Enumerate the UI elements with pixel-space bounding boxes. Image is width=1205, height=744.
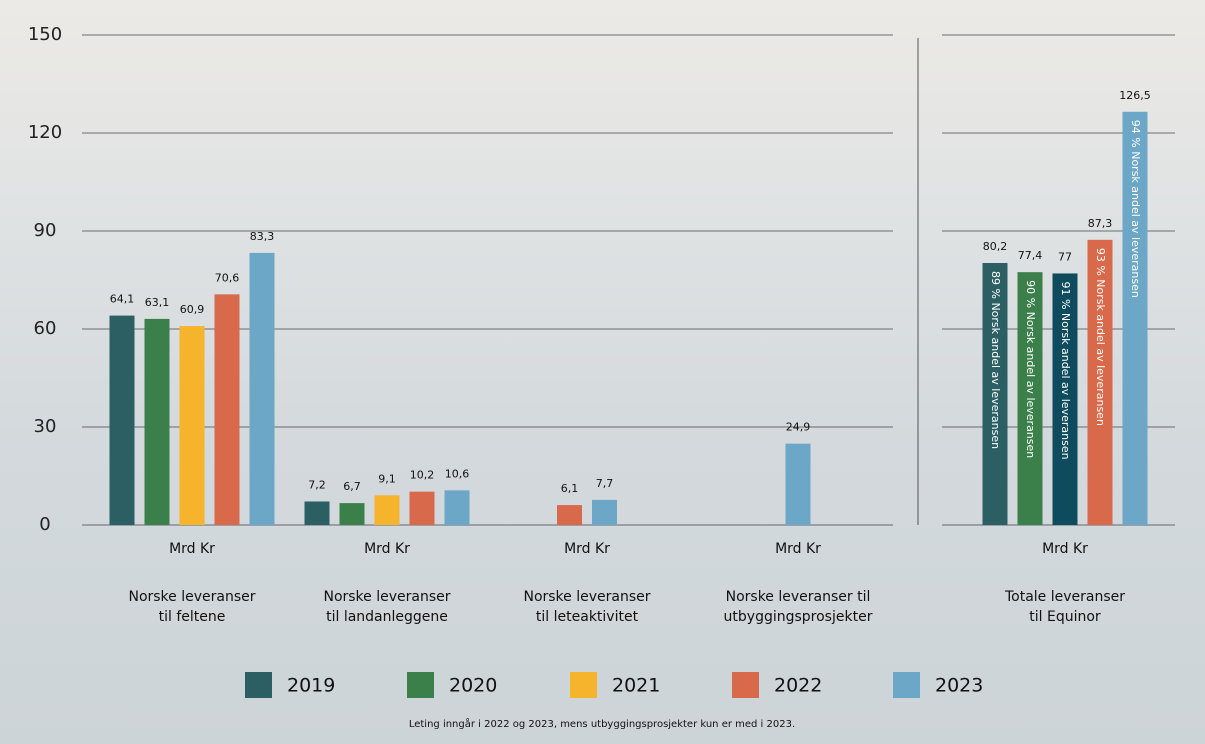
bar [145, 319, 170, 525]
y-tick-label: 30 [34, 416, 57, 437]
bar [445, 490, 470, 525]
legend-swatch [732, 672, 759, 698]
legend-swatch [570, 672, 597, 698]
value-label: 64,1 [110, 293, 135, 306]
unit-label: Mrd Kr [92, 539, 292, 559]
legend-swatch [893, 672, 920, 698]
legend-label: 2019 [287, 675, 335, 697]
bar [410, 492, 435, 525]
bar-annotation: 90 % Norsk andel av leveransen [1024, 280, 1037, 458]
bar [110, 316, 135, 525]
bar-annotation: 94 % Norsk andel av leveransen [1129, 120, 1142, 298]
unit-label: Mrd Kr [487, 539, 687, 559]
bar [305, 501, 330, 525]
bar-annotation: 93 % Norsk andel av leveransen [1094, 248, 1107, 426]
bar [340, 503, 365, 525]
bar [215, 294, 240, 525]
unit-label: Mrd Kr [287, 539, 487, 559]
value-label: 10,6 [445, 467, 470, 480]
value-label: 60,9 [180, 303, 205, 316]
y-tick-label: 0 [39, 514, 50, 535]
legend-swatch [245, 672, 272, 698]
chart-page: Leting inngår i 2022 og 2023, mens utbyg… [0, 0, 1205, 744]
value-label: 7,7 [596, 477, 614, 490]
value-label: 87,3 [1088, 217, 1113, 230]
value-label: 77,4 [1018, 249, 1043, 262]
unit-label: Mrd Kr [698, 539, 898, 559]
chart: Leting inngår i 2022 og 2023, mens utbyg… [0, 0, 1205, 744]
unit-label: Mrd Kr [965, 539, 1165, 559]
value-label: 10,2 [410, 469, 435, 482]
value-label: 77 [1058, 250, 1072, 263]
category-label: Norske leveranser til utbyggingsprosjekt… [698, 587, 898, 627]
category-label: Totale leveranser til Equinor [965, 587, 1165, 627]
bar-annotation: 91 % Norsk andel av leveransen [1059, 281, 1072, 459]
value-label: 7,2 [308, 478, 326, 491]
bar [786, 444, 811, 525]
value-label: 80,2 [983, 240, 1008, 253]
y-tick-label: 60 [34, 318, 57, 339]
value-label: 63,1 [145, 296, 170, 309]
y-tick-label: 90 [34, 220, 57, 241]
legend-label: 2020 [449, 675, 497, 697]
legend-label: 2023 [935, 675, 983, 697]
value-label: 6,7 [343, 480, 361, 493]
value-label: 9,1 [378, 472, 396, 485]
value-label: 24,9 [786, 421, 811, 434]
value-label: 126,5 [1119, 89, 1151, 102]
legend-label: 2021 [612, 675, 660, 697]
value-label: 83,3 [250, 230, 275, 243]
value-label: 70,6 [215, 271, 240, 284]
value-label: 6,1 [561, 482, 579, 495]
y-tick-label: 150 [28, 24, 62, 45]
bar [250, 253, 275, 525]
category-label: Norske leveranser til landanleggene [287, 587, 487, 627]
category-label: Norske leveranser til feltene [92, 587, 292, 627]
legend-swatch [407, 672, 434, 698]
bar [592, 500, 617, 525]
bar [180, 326, 205, 525]
category-label: Norske leveranser til leteaktivitet [487, 587, 687, 627]
legend-label: 2022 [774, 675, 822, 697]
bar-annotation: 89 % Norsk andel av leveransen [989, 271, 1002, 449]
y-tick-label: 120 [28, 122, 62, 143]
footnote: Leting inngår i 2022 og 2023, mens utbyg… [409, 717, 795, 730]
bar [375, 495, 400, 525]
bar [557, 505, 582, 525]
